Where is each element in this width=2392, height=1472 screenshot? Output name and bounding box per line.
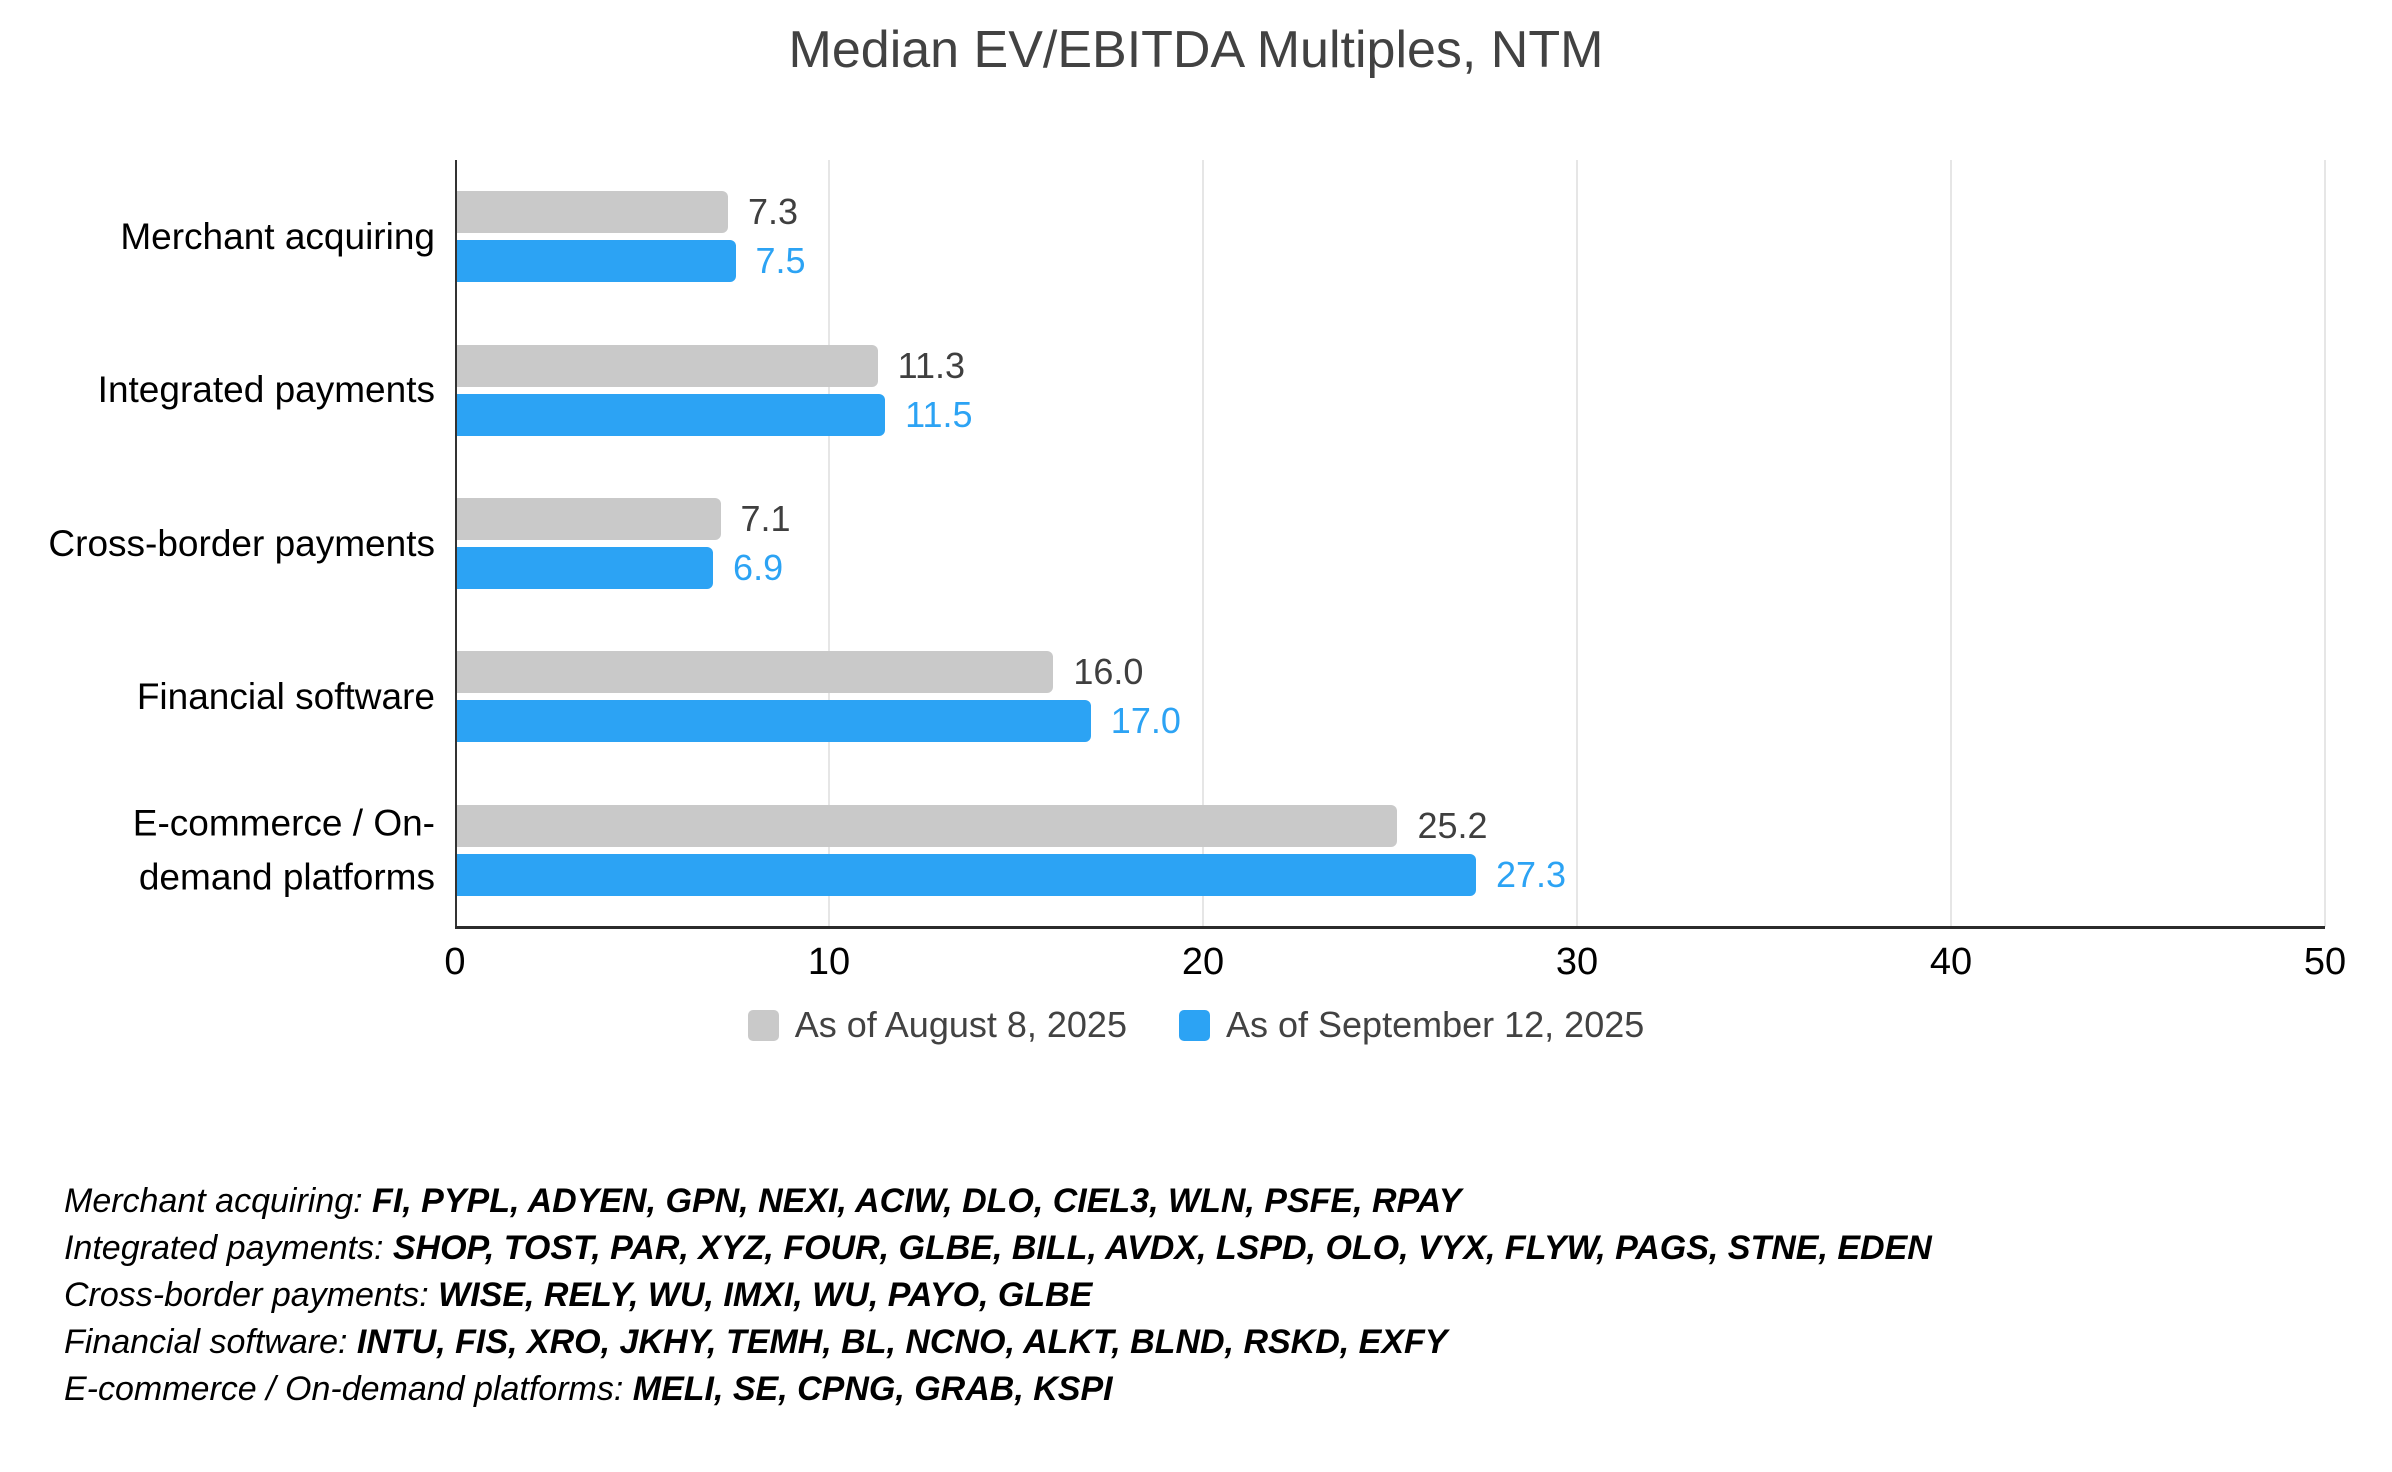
gridline-20 <box>1202 160 1204 927</box>
gridline-30 <box>1576 160 1578 927</box>
gridline-50 <box>2324 160 2326 927</box>
footnote-tickers: FI, PYPL, ADYEN, GPN, NEXI, ACIW, DLO, C… <box>372 1182 1462 1220</box>
footnote-category: E-commerce / On-demand platforms: <box>64 1370 633 1408</box>
bar-august <box>455 498 721 540</box>
x-axis-line <box>455 926 2325 929</box>
plot-area: 0 10 20 30 40 50 Merchant acquiring 7.3 7.5 Integ… <box>48 160 2346 983</box>
bar-value-label: 11.3 <box>897 344 966 386</box>
x-tick-label-10: 10 <box>807 941 851 983</box>
gridline-10 <box>828 160 830 927</box>
x-tick-label-0: 0 <box>444 941 466 983</box>
bar-value-label: 16.0 <box>1073 651 1144 693</box>
legend-label-september: As of September 12, 2025 <box>1225 1004 1645 1045</box>
category-label: Integrated payments <box>97 369 435 411</box>
bar-august <box>455 191 729 234</box>
legend: As of August 8, 2025 As of September 12,… <box>0 1004 2392 1046</box>
footnotes: Merchant acquiring: FI, PYPL, ADYEN, GPN… <box>64 1178 2354 1413</box>
footnote-category: Integrated payments: <box>64 1229 393 1267</box>
bar-value-label: 7.1 <box>740 498 791 539</box>
footnote-category: Cross-border payments: <box>64 1276 439 1314</box>
category-label: Merchant acquiring <box>120 215 435 257</box>
footnote-tickers: INTU, FIS, XRO, JKHY, TEMH, BL, NCNO, AL… <box>356 1323 1448 1361</box>
x-tick-label-30: 30 <box>1555 941 1599 983</box>
footnote-category: Financial software: <box>64 1323 357 1361</box>
footnote-tickers: WISE, RELY, WU, IMXI, WU, PAYO, GLBE <box>438 1276 1093 1314</box>
bar-value-label: 17.0 <box>1110 700 1181 742</box>
y-axis-line <box>455 160 457 927</box>
bar-value-label: 11.5 <box>905 393 973 435</box>
footnote-tickers: MELI, SE, CPNG, GRAB, KSPI <box>632 1370 1113 1408</box>
bar-september <box>455 547 714 589</box>
x-tick-label-50: 50 <box>2303 941 2347 983</box>
category-label: Financial software <box>136 676 435 718</box>
footnote-category: Merchant acquiring: <box>64 1182 373 1220</box>
legend-item-august: As of August 8, 2025 <box>747 1004 1127 1046</box>
x-tick-label-20: 20 <box>1181 941 1225 983</box>
footnote-line: E-commerce / On-demand platforms: MELI, … <box>64 1366 2354 1413</box>
legend-swatch-september <box>1178 1009 1210 1041</box>
bar-value-label: 7.3 <box>748 191 799 233</box>
chart-title: Median EV/EBITDA Multiples, NTM <box>788 21 1604 79</box>
footnote-line: Merchant acquiring: FI, PYPL, ADYEN, GPN… <box>64 1178 2354 1225</box>
bar-august <box>455 804 1398 847</box>
legend-label-august: As of August 8, 2025 <box>794 1004 1127 1045</box>
footnote-tickers: SHOP, TOST, PAR, XYZ, FOUR, GLBE, BILL, … <box>392 1229 1932 1267</box>
bar-value-label: 7.5 <box>755 240 806 282</box>
bar-value-label: 27.3 <box>1496 853 1567 895</box>
gridline-40 <box>1950 160 1952 927</box>
x-tick-label-40: 40 <box>1929 941 1973 983</box>
legend-item-september: As of September 12, 2025 <box>1178 1004 1645 1046</box>
bar-august <box>455 344 878 387</box>
bar-september <box>455 700 1091 743</box>
footnote-line: Cross-border payments: WISE, RELY, WU, I… <box>64 1272 2354 1319</box>
footnote-line: Financial software: INTU, FIS, XRO, JKHY… <box>64 1319 2354 1366</box>
footnote-line: Integrated payments: SHOP, TOST, PAR, XY… <box>64 1225 2354 1272</box>
bar-september <box>455 853 1477 896</box>
category-label: Cross-border payments <box>48 522 435 564</box>
category-label: E-commerce / On-demand platforms <box>132 802 435 898</box>
bar-august <box>455 651 1054 694</box>
bar-september <box>455 393 886 436</box>
bar-value-label: 6.9 <box>733 547 784 588</box>
bar-value-label: 25.2 <box>1417 804 1488 846</box>
legend-swatch-august <box>747 1009 779 1041</box>
bar-september <box>455 240 736 283</box>
